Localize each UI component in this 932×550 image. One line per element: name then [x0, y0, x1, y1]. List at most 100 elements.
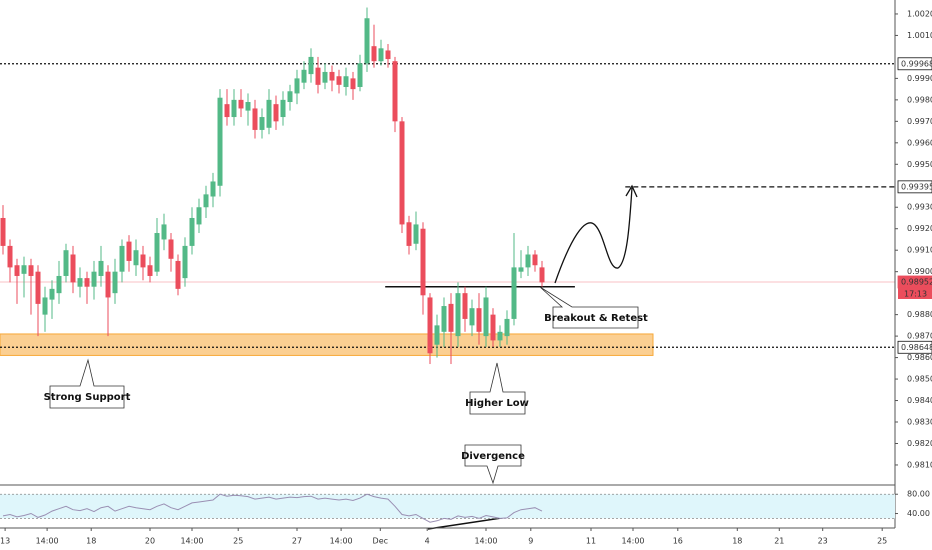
x-tick-label: 21 — [774, 537, 784, 546]
y-tick-label: 1.00200 — [907, 9, 932, 18]
candle-body — [322, 71, 328, 83]
x-tick-label: 14:00 — [474, 537, 497, 546]
callout-box — [469, 362, 526, 415]
candle-body — [315, 67, 321, 85]
candle-body — [7, 245, 13, 268]
candle-body — [371, 46, 377, 62]
candle-body — [294, 78, 300, 94]
annotation: Higher Low — [465, 398, 529, 409]
candle-body — [287, 91, 293, 103]
x-tick-label: 9 — [528, 537, 533, 546]
candle-body — [84, 278, 90, 287]
indicator-line — [2, 493, 543, 523]
y-tick-label: 1.00100 — [907, 31, 932, 40]
y-tick-label: 0.98500 — [907, 375, 932, 384]
candle-body — [448, 303, 454, 332]
candle-body — [525, 254, 531, 268]
price-tag-label: 0.98952 — [901, 277, 932, 286]
candle-body — [140, 254, 146, 268]
callout: Strong Support — [44, 358, 131, 409]
x-tick-label: 13 — [0, 537, 10, 546]
arrow-head — [625, 184, 638, 198]
candle-body — [42, 297, 48, 315]
y-tick-label: 0.98100 — [907, 460, 932, 469]
candle-body — [497, 331, 503, 341]
candle-body — [133, 250, 139, 266]
price-tag — [897, 180, 932, 194]
candle-body — [28, 265, 34, 276]
candle-body — [343, 76, 349, 87]
candle-body — [539, 267, 545, 283]
candle-body — [532, 254, 538, 266]
candle-body — [504, 318, 510, 337]
annotation: Strong Support — [44, 392, 131, 403]
countdown-tag — [898, 287, 932, 299]
plot-area — [0, 7, 895, 365]
y-tick-label: 0.99200 — [907, 224, 932, 233]
candle-body — [189, 217, 195, 246]
candle-body — [511, 267, 517, 319]
y-tick-label: 0.99300 — [907, 203, 932, 212]
y-tick-label: 0.98300 — [907, 418, 932, 427]
candle-body — [441, 306, 447, 332]
candle-body — [196, 207, 202, 225]
annotation: Breakout & Retest — [544, 313, 648, 324]
x-tick-label: 18 — [732, 537, 742, 546]
candle-body — [70, 254, 76, 283]
candle-body — [91, 271, 97, 287]
candle-body — [476, 308, 482, 332]
candle-body — [224, 104, 230, 118]
y-tick-label: 0.98700 — [907, 332, 932, 341]
x-tick-label: 11 — [586, 537, 596, 546]
candle-body — [63, 250, 69, 276]
y-tick-label: 0.99500 — [907, 160, 932, 169]
y-tick-label: 0.99100 — [907, 246, 932, 255]
y-tick-label: 0.98400 — [907, 396, 932, 405]
candle-body — [364, 18, 370, 64]
candle-body — [462, 293, 468, 319]
price-tag-label: 0.99395 — [901, 182, 932, 191]
candle-body — [483, 297, 489, 337]
callout-box — [539, 286, 639, 329]
candle-body — [14, 265, 20, 276]
y-tick-label: 0.99900 — [907, 74, 932, 83]
candle-body — [252, 108, 258, 130]
candle-body — [350, 78, 356, 90]
callout: Higher Low — [465, 362, 529, 415]
x-tick-label: 16 — [673, 537, 683, 546]
candle-body — [301, 69, 307, 83]
candle-body — [98, 260, 104, 276]
callout: Breakout & Retest — [539, 286, 648, 329]
candle-body — [0, 217, 6, 246]
candle-body — [56, 275, 62, 294]
x-tick-label: 4 — [425, 537, 430, 546]
candle-body — [217, 97, 223, 186]
x-tick-label: 18 — [86, 537, 96, 546]
candle-body — [280, 99, 286, 118]
x-tick-label: 14:00 — [621, 537, 644, 546]
x-tick-label: 14:00 — [330, 537, 353, 546]
x-tick-label: 20 — [145, 537, 155, 546]
candle-body — [77, 278, 83, 287]
candle-body — [119, 245, 125, 272]
y-tick-label: 0.98800 — [907, 310, 932, 319]
price-tag — [897, 57, 932, 71]
candle-body — [406, 222, 412, 246]
price-tag-label: 0.99968 — [901, 59, 932, 68]
candle-body — [385, 50, 391, 60]
annotation: Divergence — [461, 451, 525, 462]
candle-body — [175, 260, 181, 289]
support-zone — [0, 333, 654, 356]
x-tick-label: 25 — [233, 537, 243, 546]
x-tick-label: Dec — [373, 537, 388, 546]
x-tick-label: 14:00 — [36, 537, 59, 546]
projection-arrow — [554, 187, 633, 284]
candle-body — [518, 267, 524, 272]
candle-body — [161, 224, 167, 240]
y-tick-label: 0.98600 — [907, 353, 932, 362]
candle-body — [203, 194, 209, 208]
candle-body — [392, 61, 398, 122]
candle-body — [245, 102, 251, 111]
candle-body — [378, 48, 384, 62]
